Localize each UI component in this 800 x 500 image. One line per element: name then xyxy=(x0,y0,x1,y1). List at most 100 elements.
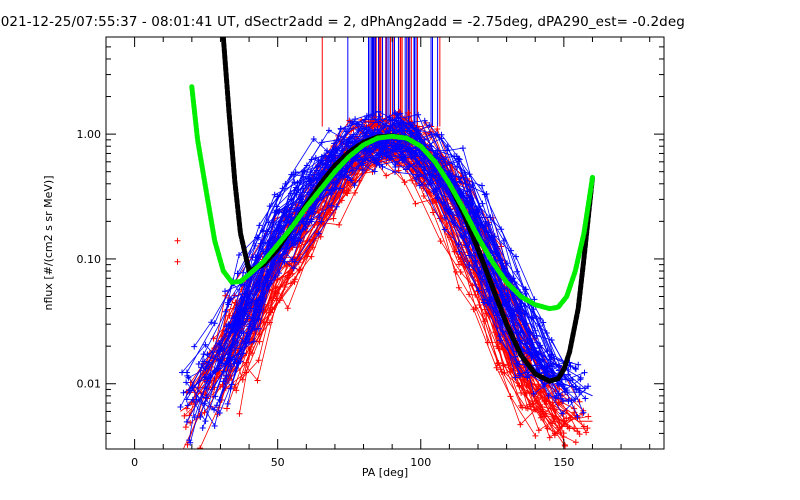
blue-series-line xyxy=(205,142,568,391)
blue-data-point xyxy=(530,390,537,397)
blue-data-point xyxy=(500,263,507,270)
blue-data-point xyxy=(481,223,488,230)
blue-data-point xyxy=(400,120,407,127)
outlier-point xyxy=(174,258,181,265)
blue-data-point xyxy=(464,188,471,195)
red-data-point xyxy=(182,424,189,431)
blue-data-point xyxy=(443,207,450,214)
blue-data-point xyxy=(567,362,574,369)
blue-data-point xyxy=(177,403,184,410)
blue-data-point xyxy=(202,341,209,348)
blue-data-point xyxy=(235,316,242,323)
blue-series-line xyxy=(192,146,586,428)
blue-data-point xyxy=(504,260,511,267)
blue-data-point xyxy=(205,359,212,366)
red-data-point xyxy=(309,244,316,251)
red-data-point xyxy=(256,338,263,345)
blue-data-point xyxy=(308,156,315,163)
blue-data-point xyxy=(432,150,439,157)
red-data-point xyxy=(437,238,444,245)
blue-data-point xyxy=(438,135,445,142)
red-data-point xyxy=(537,414,544,421)
blue-data-point xyxy=(299,218,306,225)
blue-data-point xyxy=(197,414,204,421)
blue-data-point xyxy=(572,365,579,372)
red-data-point xyxy=(559,423,566,430)
blue-data-point xyxy=(375,119,382,126)
blue-data-point xyxy=(530,306,537,313)
blue-data-point xyxy=(352,116,359,123)
blue-data-point xyxy=(572,366,579,373)
red-data-point xyxy=(233,387,240,394)
blue-data-point xyxy=(392,146,399,153)
blue-data-point xyxy=(387,117,394,124)
red-data-point xyxy=(248,350,255,357)
blue-data-point xyxy=(216,362,223,369)
red-data-point xyxy=(412,200,419,207)
blue-data-point xyxy=(371,168,378,175)
blue-data-point xyxy=(200,351,207,358)
blue-data-point xyxy=(392,109,399,116)
blue-data-point xyxy=(256,222,263,229)
blue-data-point xyxy=(302,221,309,228)
red-data-point xyxy=(260,319,267,326)
blue-data-point xyxy=(336,185,343,192)
blue-data-point xyxy=(577,374,584,381)
blue-data-point xyxy=(183,379,190,386)
blue-data-point xyxy=(310,208,317,215)
red-data-point xyxy=(255,357,262,364)
blue-data-point xyxy=(321,152,328,159)
plot-frame xyxy=(105,36,665,450)
red-data-point xyxy=(291,278,298,285)
red-data-point xyxy=(445,230,452,237)
blue-data-point xyxy=(228,381,235,388)
blue-data-point xyxy=(255,286,262,293)
blue-data-point xyxy=(462,242,469,249)
blue-data-point xyxy=(222,288,229,295)
red-data-point xyxy=(455,284,462,291)
red-data-point xyxy=(336,221,343,228)
red-data-point xyxy=(560,433,567,440)
x-tick-label: 0 xyxy=(131,456,138,469)
blue-data-point xyxy=(376,162,383,169)
blue-data-point xyxy=(441,226,448,233)
blue-data-point xyxy=(421,167,428,174)
blue-data-point xyxy=(580,409,587,416)
blue-data-point xyxy=(291,258,298,265)
blue-data-point xyxy=(184,402,191,409)
red-data-point xyxy=(409,177,416,184)
blue-data-point xyxy=(319,159,326,166)
blue-data-point xyxy=(459,145,466,152)
plot-data xyxy=(174,37,595,449)
blue-data-point xyxy=(287,218,294,225)
blue-data-point xyxy=(466,262,473,269)
red-data-point xyxy=(493,364,500,371)
blue-data-point xyxy=(421,117,428,124)
blue-data-point xyxy=(349,167,356,174)
blue-data-point xyxy=(545,392,552,399)
blue-data-point xyxy=(183,369,190,376)
red-data-point xyxy=(197,445,204,449)
blue-data-point xyxy=(574,413,581,420)
blue-data-point xyxy=(275,221,282,228)
blue-data-point xyxy=(180,389,187,396)
blue-data-point xyxy=(279,185,286,192)
blue-data-point xyxy=(514,268,521,275)
blue-data-point xyxy=(318,139,325,146)
red-data-point xyxy=(579,410,586,417)
blue-data-point xyxy=(374,126,381,133)
blue-data-point xyxy=(524,374,531,381)
blue-data-point xyxy=(396,119,403,126)
outlier-point xyxy=(174,237,181,244)
blue-data-point xyxy=(405,120,412,127)
blue-data-point xyxy=(227,296,234,303)
x-tick-label: 50 xyxy=(271,456,285,469)
blue-data-point xyxy=(315,230,322,237)
blue-data-point xyxy=(559,410,566,417)
blue-data-point xyxy=(548,351,555,358)
blue-data-point xyxy=(351,139,358,146)
blue-data-point xyxy=(493,280,500,287)
blue-data-point xyxy=(234,270,241,277)
blue-data-point xyxy=(269,224,276,231)
red-data-point xyxy=(383,172,390,179)
